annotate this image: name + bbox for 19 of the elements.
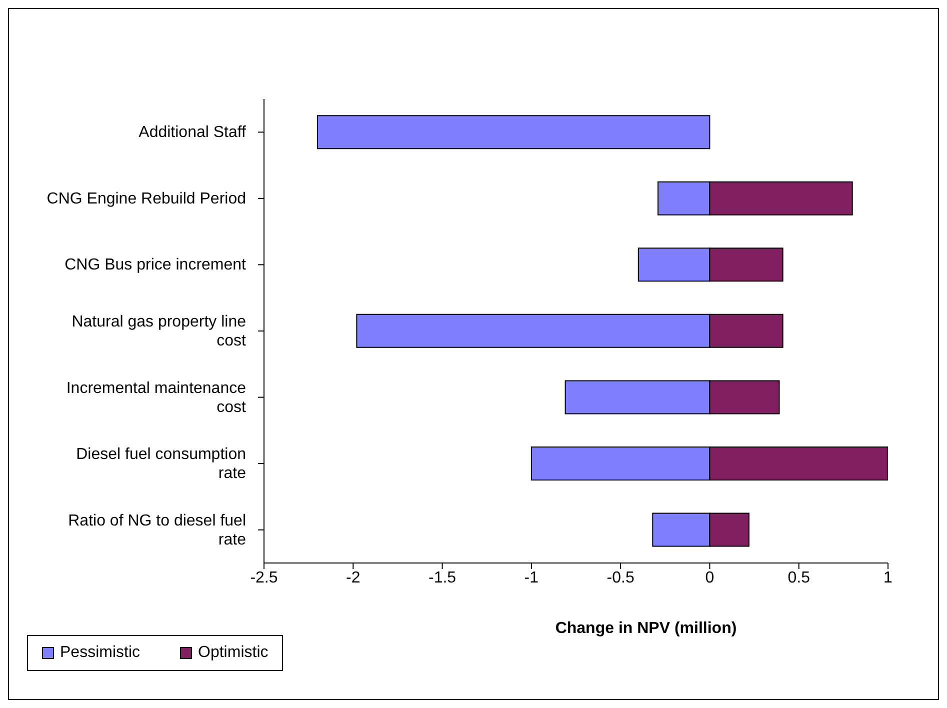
y-tick-label: Incremental maintenance cost [66,379,247,416]
legend-label: Optimistic [197,644,268,662]
x-tick-label: 0.5 [788,569,810,586]
x-tick-label: 1 [884,569,893,586]
y-tick-label: CNG Engine Rebuild Period [46,190,246,207]
y-tick-label: Ratio of NG to diesel fuel rate [68,512,246,548]
y-tick-label: Additional Staff [138,124,247,141]
y-tick-label: Natural gas property line cost [72,313,247,349]
x-tick-label: -2.5 [250,569,278,586]
x-tick-label: -1.5 [428,569,456,586]
x-tick-label: -1 [524,569,539,586]
x-tick-label: 0 [705,569,714,586]
y-tick-label: Diesel fuel consumption rate [76,446,246,482]
bar [316,115,710,150]
legend-label: Pessimistic [59,644,140,662]
x-axis-title: Change in NPV (million) [555,620,737,637]
y-tick-label: CNG Bus price increment [64,256,247,274]
x-tick-label: -2 [346,569,360,586]
x-tick-label: -0.5 [606,569,634,586]
